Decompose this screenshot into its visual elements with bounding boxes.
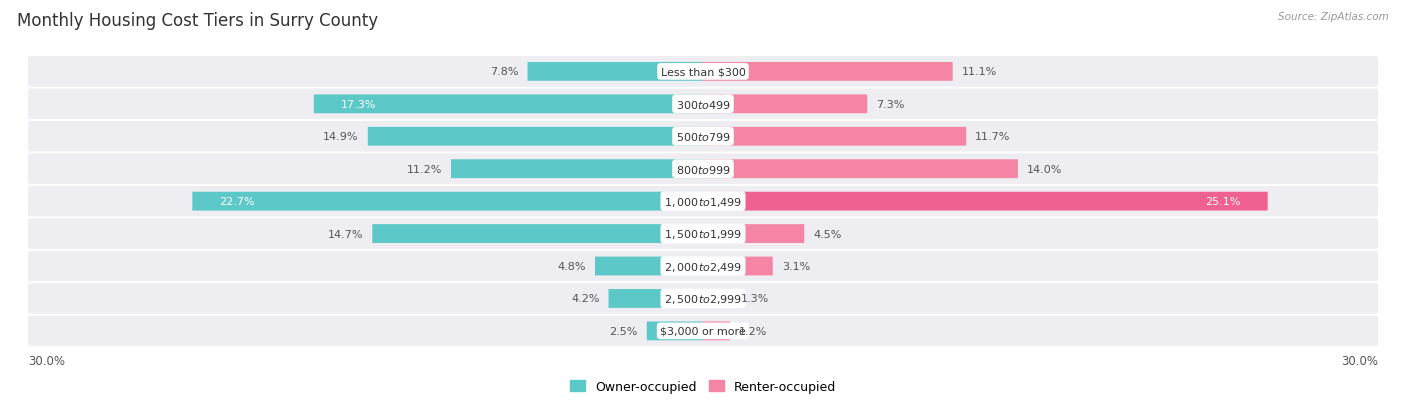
- Text: Source: ZipAtlas.com: Source: ZipAtlas.com: [1278, 12, 1389, 22]
- FancyBboxPatch shape: [28, 186, 1378, 217]
- Text: $300 to $499: $300 to $499: [675, 99, 731, 111]
- Text: $1,000 to $1,499: $1,000 to $1,499: [664, 195, 742, 208]
- FancyBboxPatch shape: [609, 290, 703, 308]
- FancyBboxPatch shape: [703, 95, 868, 114]
- Text: 14.7%: 14.7%: [328, 229, 363, 239]
- FancyBboxPatch shape: [703, 160, 1018, 179]
- Text: $3,000 or more: $3,000 or more: [661, 326, 745, 336]
- FancyBboxPatch shape: [28, 316, 1378, 346]
- FancyBboxPatch shape: [703, 63, 953, 82]
- Text: 11.7%: 11.7%: [976, 132, 1011, 142]
- FancyBboxPatch shape: [703, 257, 773, 276]
- FancyBboxPatch shape: [28, 154, 1378, 185]
- Text: 1.3%: 1.3%: [741, 294, 769, 304]
- Text: 25.1%: 25.1%: [1205, 197, 1240, 206]
- FancyBboxPatch shape: [527, 63, 703, 82]
- Text: $1,500 to $1,999: $1,500 to $1,999: [664, 228, 742, 240]
- FancyBboxPatch shape: [28, 122, 1378, 152]
- Text: 22.7%: 22.7%: [219, 197, 254, 206]
- Text: Less than $300: Less than $300: [661, 67, 745, 77]
- FancyBboxPatch shape: [28, 89, 1378, 120]
- Text: 14.0%: 14.0%: [1026, 164, 1063, 174]
- Text: 30.0%: 30.0%: [1341, 354, 1378, 367]
- FancyBboxPatch shape: [28, 57, 1378, 88]
- FancyBboxPatch shape: [703, 128, 966, 146]
- Text: 1.2%: 1.2%: [740, 326, 768, 336]
- Text: 11.2%: 11.2%: [406, 164, 441, 174]
- FancyBboxPatch shape: [451, 160, 703, 179]
- FancyBboxPatch shape: [647, 322, 703, 340]
- Text: 4.8%: 4.8%: [558, 261, 586, 271]
- Text: $800 to $999: $800 to $999: [675, 163, 731, 175]
- FancyBboxPatch shape: [703, 225, 804, 243]
- Text: 3.1%: 3.1%: [782, 261, 810, 271]
- Text: $2,500 to $2,999: $2,500 to $2,999: [664, 292, 742, 305]
- Text: $2,000 to $2,499: $2,000 to $2,499: [664, 260, 742, 273]
- FancyBboxPatch shape: [28, 251, 1378, 282]
- FancyBboxPatch shape: [28, 219, 1378, 249]
- FancyBboxPatch shape: [703, 290, 733, 308]
- FancyBboxPatch shape: [703, 322, 730, 340]
- Text: 7.3%: 7.3%: [876, 100, 904, 109]
- Text: 4.2%: 4.2%: [571, 294, 599, 304]
- Text: 4.5%: 4.5%: [813, 229, 842, 239]
- Text: 7.8%: 7.8%: [491, 67, 519, 77]
- Text: 30.0%: 30.0%: [28, 354, 65, 367]
- FancyBboxPatch shape: [193, 192, 703, 211]
- Text: $500 to $799: $500 to $799: [675, 131, 731, 143]
- FancyBboxPatch shape: [373, 225, 703, 243]
- FancyBboxPatch shape: [28, 283, 1378, 314]
- Text: Monthly Housing Cost Tiers in Surry County: Monthly Housing Cost Tiers in Surry Coun…: [17, 12, 378, 30]
- Text: 14.9%: 14.9%: [323, 132, 359, 142]
- Legend: Owner-occupied, Renter-occupied: Owner-occupied, Renter-occupied: [565, 375, 841, 398]
- Text: 2.5%: 2.5%: [609, 326, 638, 336]
- FancyBboxPatch shape: [595, 257, 703, 276]
- Text: 17.3%: 17.3%: [340, 100, 377, 109]
- Text: 11.1%: 11.1%: [962, 67, 997, 77]
- FancyBboxPatch shape: [703, 192, 1268, 211]
- FancyBboxPatch shape: [368, 128, 703, 146]
- FancyBboxPatch shape: [314, 95, 703, 114]
